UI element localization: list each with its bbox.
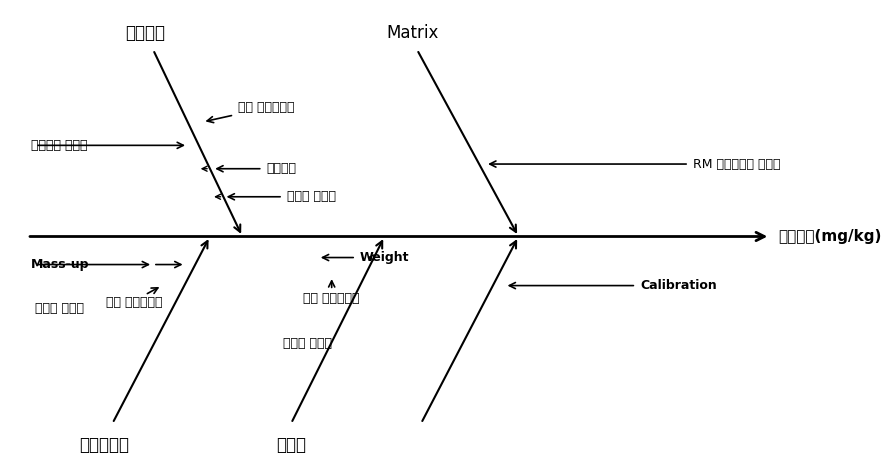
- Text: 분석물질(mg/kg): 분석물질(mg/kg): [779, 229, 882, 244]
- Text: 표준물질: 표준물질: [125, 24, 165, 42]
- Text: 시료전처리: 시료전처리: [79, 436, 129, 454]
- Text: 저울의 안전성: 저울의 안전성: [287, 190, 336, 203]
- Text: Weight: Weight: [360, 251, 409, 264]
- Text: 저울 교정성적서: 저울 교정성적서: [106, 296, 163, 309]
- Text: 저울 교정성적서: 저울 교정성적서: [303, 292, 360, 305]
- Text: 표준물질: 표준물질: [267, 162, 296, 175]
- Text: 검량선: 검량선: [276, 436, 306, 454]
- Text: 표준물질 인증서: 표준물질 인증서: [31, 139, 88, 152]
- Text: Calibration: Calibration: [640, 279, 717, 292]
- Text: 저울 교정성적서: 저울 교정성적서: [239, 101, 295, 114]
- Text: RM 시료측정의 반복성: RM 시료측정의 반복성: [693, 158, 781, 171]
- Text: 저울의 안전성: 저울의 안전성: [36, 302, 85, 315]
- Text: Matrix: Matrix: [386, 24, 439, 42]
- Text: 저울의 안전성: 저울의 안전성: [283, 337, 332, 350]
- Text: Mass-up: Mass-up: [31, 258, 90, 271]
